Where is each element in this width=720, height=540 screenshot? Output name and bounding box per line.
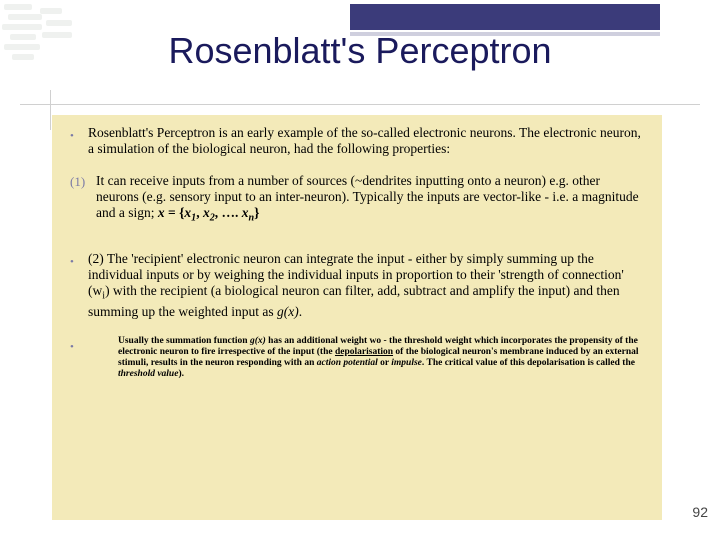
bullet-dot-icon: • xyxy=(70,336,88,380)
accent-box xyxy=(350,4,660,30)
bullet-3: • (2) The 'recipient' electronic neuron … xyxy=(70,251,644,321)
bullet-3-text: (2) The 'recipient' electronic neuron ca… xyxy=(88,251,644,321)
content-panel: • Rosenblatt's Perceptron is an early ex… xyxy=(52,115,662,520)
bullet-2: (1) It can receive inputs from a number … xyxy=(70,173,644,227)
bullet-4-text: Usually the summation function g(x) has … xyxy=(88,336,644,380)
bullet-dot-icon: • xyxy=(70,125,88,157)
bullet-1-text: Rosenblatt's Perceptron is an early exam… xyxy=(88,125,644,157)
bullet-2-text: It can receive inputs from a number of s… xyxy=(96,173,644,227)
page-number: 92 xyxy=(692,504,708,520)
horizontal-rule xyxy=(20,104,700,105)
bullet-2-marker: (1) xyxy=(70,173,96,227)
slide-title: Rosenblatt's Perceptron xyxy=(0,30,720,72)
bullet-4: • Usually the summation function g(x) ha… xyxy=(70,336,644,380)
vertical-rule xyxy=(50,90,51,130)
bullet-1: • Rosenblatt's Perceptron is an early ex… xyxy=(70,125,644,157)
bullet-dot-icon: • xyxy=(70,251,88,321)
